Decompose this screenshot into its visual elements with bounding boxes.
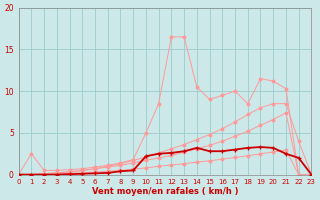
X-axis label: Vent moyen/en rafales ( km/h ): Vent moyen/en rafales ( km/h ) [92,187,238,196]
